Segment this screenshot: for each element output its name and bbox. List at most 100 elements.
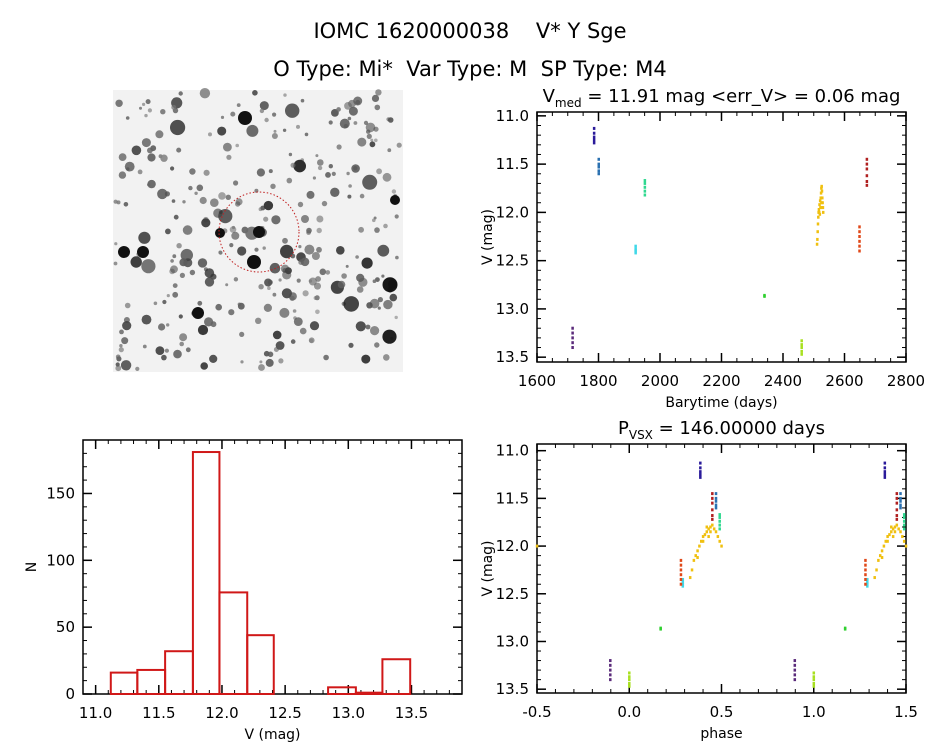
data-point <box>864 563 867 567</box>
star <box>164 191 170 197</box>
data-point <box>763 294 766 298</box>
data-point <box>895 496 899 500</box>
x-axis-label: V (mag) <box>244 727 300 743</box>
star <box>300 98 305 103</box>
star <box>387 117 394 123</box>
data-point <box>679 573 683 577</box>
star <box>197 324 209 336</box>
star <box>298 245 302 249</box>
plot-frame <box>536 443 907 694</box>
data-point <box>899 496 902 500</box>
star <box>362 174 378 190</box>
x-tick-label: 0.5 <box>710 703 734 721</box>
star <box>348 106 358 116</box>
data-point <box>679 582 683 586</box>
data-point <box>891 527 895 531</box>
y-tick-label: 12.0 <box>496 203 529 221</box>
data-point <box>699 466 702 470</box>
title-subscript: med <box>555 96 582 110</box>
data-point <box>701 535 705 539</box>
data-point <box>877 558 880 562</box>
star <box>135 366 140 371</box>
data-point <box>718 513 721 517</box>
star <box>155 130 164 139</box>
star <box>255 317 262 324</box>
star <box>157 188 168 200</box>
star <box>306 230 311 235</box>
star <box>279 307 290 318</box>
data-point <box>820 201 823 205</box>
star <box>268 169 273 174</box>
data-point <box>893 530 897 534</box>
y-tick-label: 11.0 <box>496 442 529 460</box>
star <box>323 354 329 361</box>
star <box>361 257 373 269</box>
data-point <box>679 577 683 581</box>
star <box>231 225 236 230</box>
star <box>122 321 132 331</box>
data-point <box>699 475 702 479</box>
data-point <box>634 251 637 255</box>
star <box>282 128 287 132</box>
x-tick-label: 1.5 <box>894 703 918 721</box>
star <box>353 121 358 125</box>
data-point <box>866 584 869 588</box>
histogram-bar <box>354 691 384 695</box>
star <box>353 96 363 106</box>
data-point <box>895 508 899 512</box>
star <box>141 138 151 148</box>
star <box>348 184 352 188</box>
data-point <box>707 535 710 539</box>
star <box>382 329 397 344</box>
data-point <box>897 527 900 531</box>
star <box>351 164 360 173</box>
star <box>336 246 345 255</box>
data-point <box>866 580 869 584</box>
star <box>199 196 207 205</box>
star <box>121 337 129 345</box>
star <box>347 116 352 121</box>
data-point <box>709 525 712 529</box>
star <box>235 143 239 148</box>
y-tick-label: 12.0 <box>496 537 529 555</box>
data-point <box>864 577 867 581</box>
star <box>233 180 239 186</box>
data-point <box>643 179 647 183</box>
data-point <box>880 549 884 553</box>
data-point <box>890 530 893 534</box>
star <box>139 106 142 110</box>
star <box>357 137 367 147</box>
data-point <box>688 576 692 580</box>
star <box>293 159 307 173</box>
data-point <box>712 527 716 531</box>
star <box>176 147 182 153</box>
star <box>325 172 331 178</box>
star <box>263 350 270 357</box>
star <box>331 171 336 176</box>
data-point <box>793 673 797 677</box>
star <box>281 288 292 299</box>
x-axis-label: Barytime (days) <box>665 395 777 411</box>
data-point <box>899 492 902 496</box>
data-point <box>609 659 612 663</box>
figure-subtitle: O Type: Mi* Var Type: M SP Type: M4 <box>273 57 667 81</box>
data-point <box>592 126 596 130</box>
star <box>328 120 333 125</box>
star <box>304 132 309 137</box>
star <box>246 124 259 137</box>
star <box>383 299 393 310</box>
star <box>355 255 359 259</box>
data-point <box>858 230 861 234</box>
data-point <box>820 189 824 193</box>
data-point <box>711 492 714 496</box>
star <box>141 314 152 325</box>
title-rest: = 146.00000 days <box>653 418 825 439</box>
data-point <box>893 525 897 529</box>
y-tick-label: 11.0 <box>496 107 529 125</box>
data-point <box>643 193 647 197</box>
star <box>317 159 324 166</box>
star <box>293 317 303 326</box>
title-main: P <box>618 418 629 439</box>
star <box>153 301 158 306</box>
